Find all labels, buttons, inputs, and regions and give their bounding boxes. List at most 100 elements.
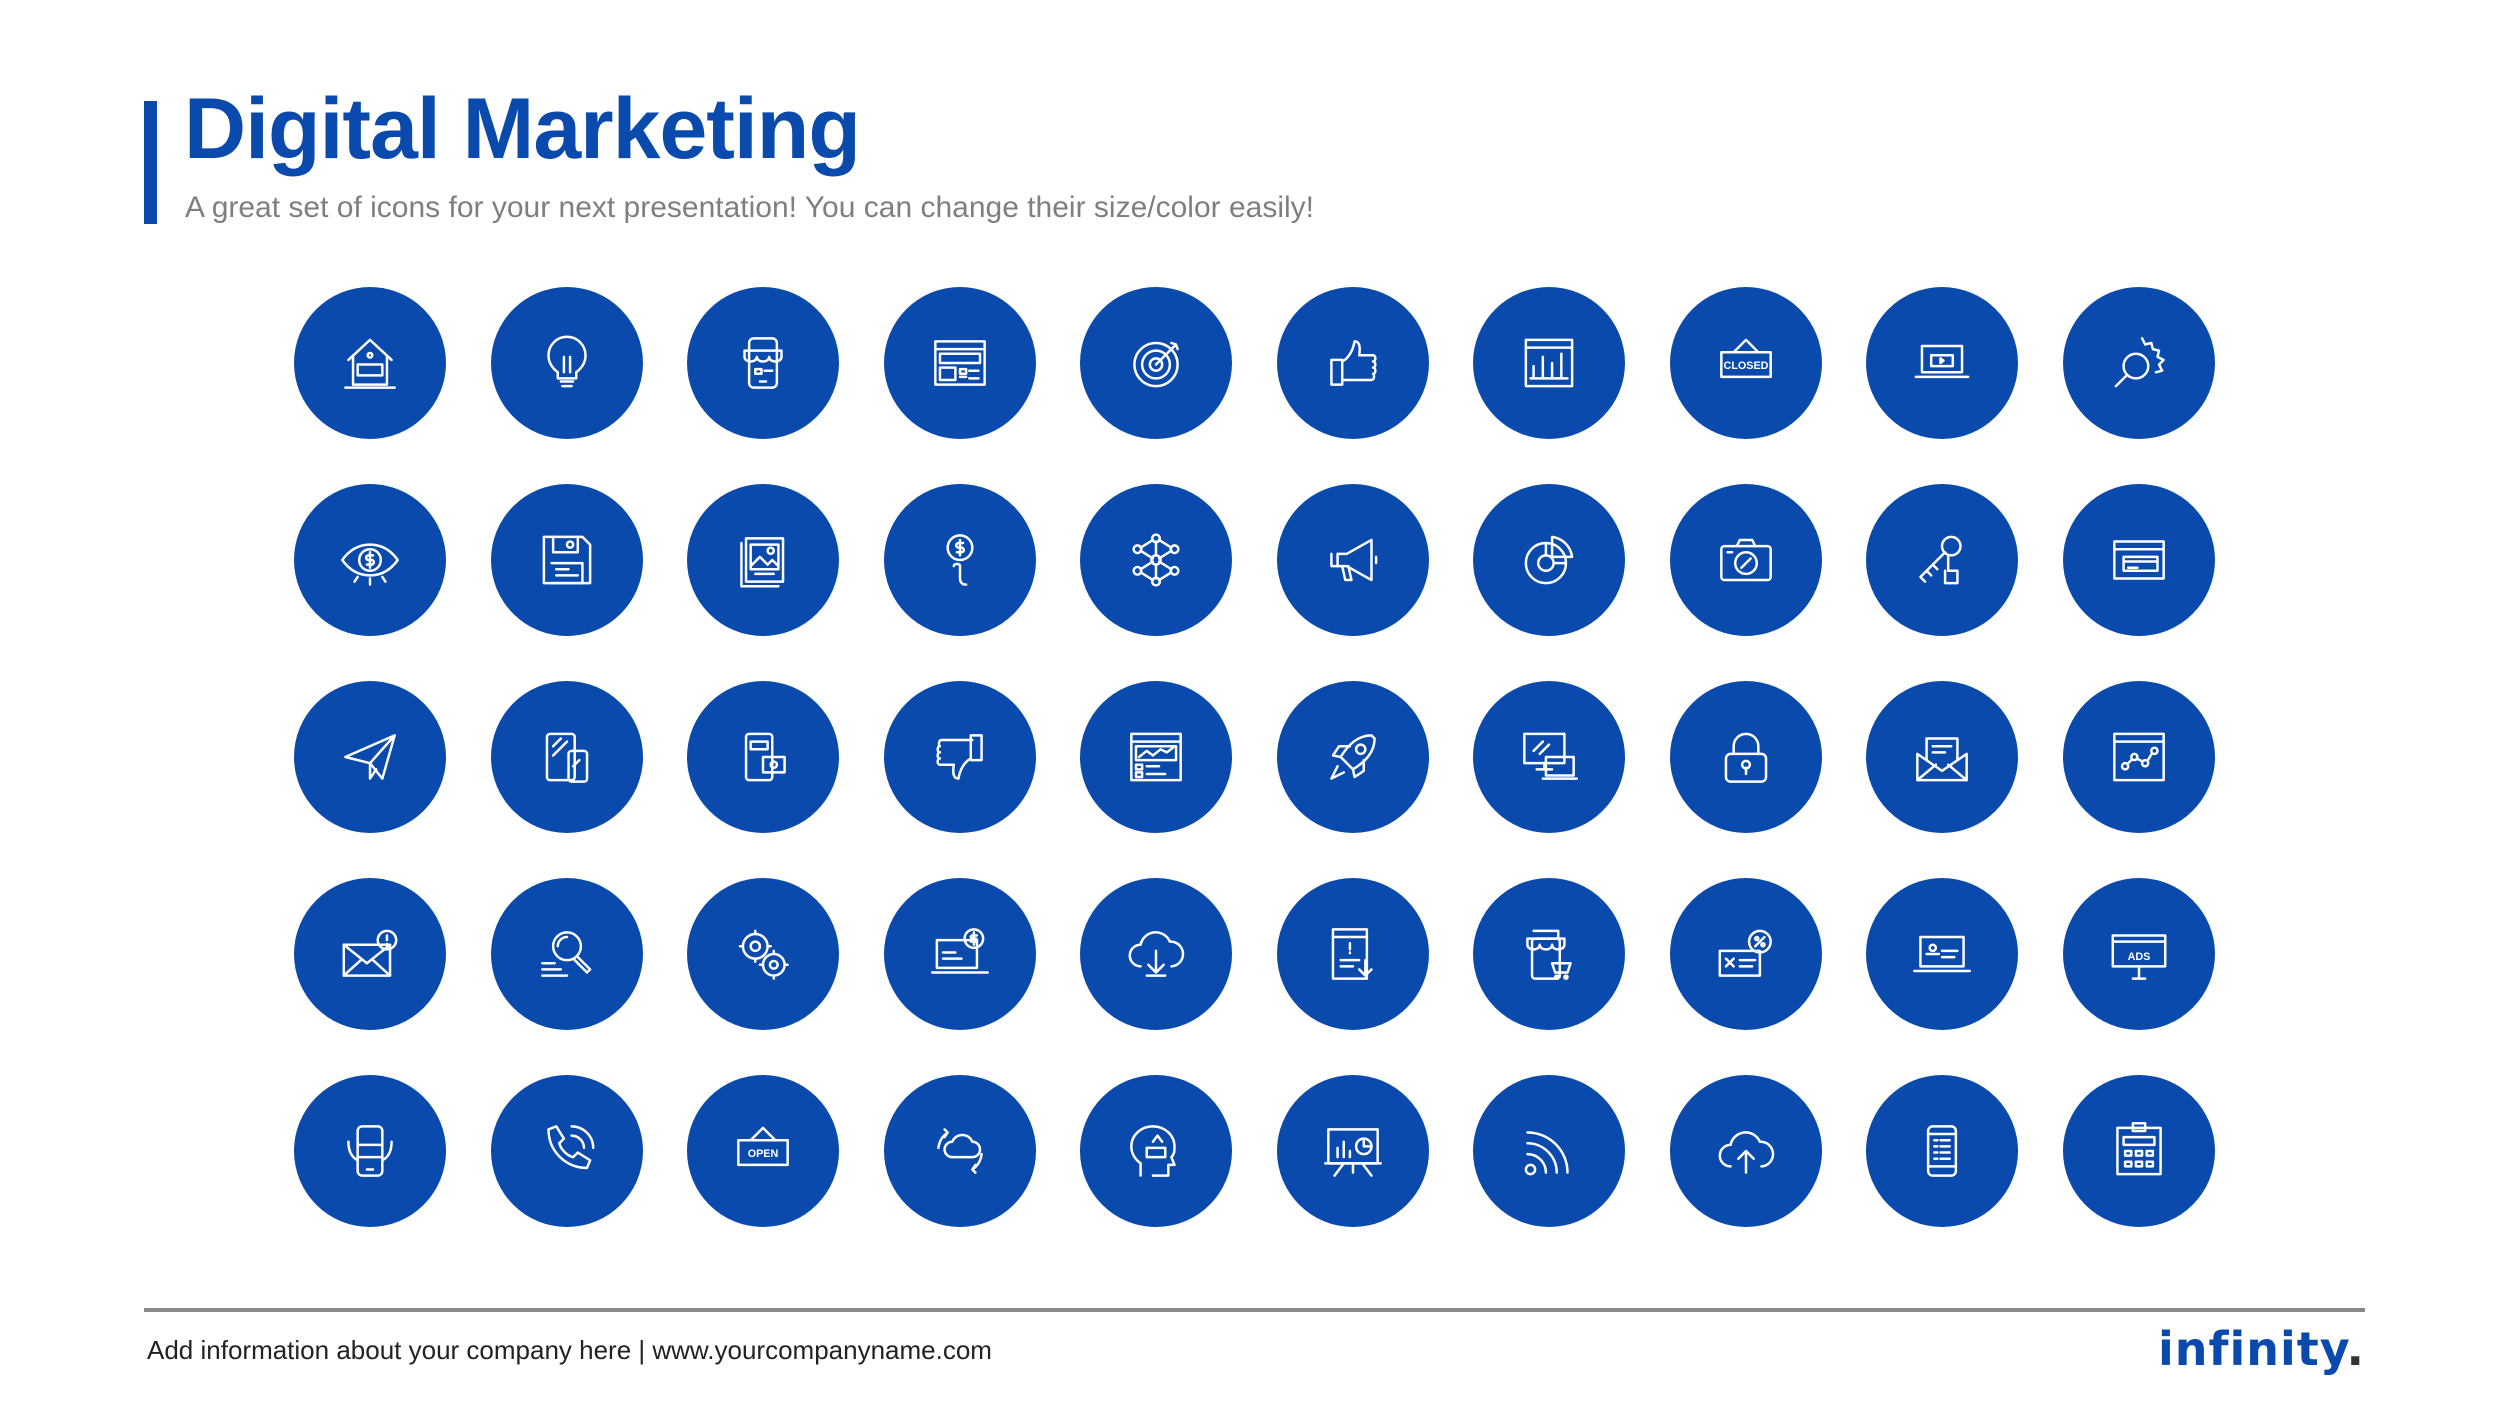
eye-dollar-button[interactable] xyxy=(294,484,446,636)
footer-divider xyxy=(144,1308,2365,1312)
ads-billboard-button[interactable]: ADS xyxy=(2062,878,2215,1030)
credit-card-browser-icon xyxy=(2112,540,2165,580)
presentation-chart-button[interactable] xyxy=(1276,1075,1429,1227)
camera-button[interactable] xyxy=(1669,484,1822,636)
key-button[interactable] xyxy=(1866,484,2018,636)
thumbs-down-button[interactable] xyxy=(883,681,1036,833)
phone-call-button[interactable] xyxy=(490,1075,643,1227)
calculator-icon xyxy=(2115,1122,2162,1176)
document-download-icon xyxy=(1331,928,1373,980)
analytics-window-button[interactable] xyxy=(1080,681,1232,833)
analytics-window-icon xyxy=(1130,732,1182,782)
mobile-hands-button[interactable] xyxy=(294,1075,446,1227)
cloud-upload-button[interactable] xyxy=(1669,1075,1822,1227)
bar-chart-window-icon xyxy=(1524,338,1574,388)
devices-button[interactable] xyxy=(490,681,643,833)
laptop-profile-button[interactable] xyxy=(1866,878,2018,1030)
camera-icon xyxy=(1719,538,1772,582)
svg-text:ADS: ADS xyxy=(2127,951,2150,963)
mobile-shop-icon xyxy=(743,337,783,389)
gears-button[interactable] xyxy=(687,878,839,1030)
target-icon xyxy=(1133,341,1179,388)
bar-chart-window-button[interactable] xyxy=(1473,287,1625,439)
thumbs-up-icon xyxy=(1329,340,1377,386)
dollar-touch-button[interactable] xyxy=(883,484,1036,636)
mobile-list-button[interactable] xyxy=(1866,1075,2018,1227)
logo-text: infinity xyxy=(2157,1322,2347,1376)
gears-icon xyxy=(738,929,789,980)
web-layout-icon xyxy=(933,340,986,386)
cloud-download-button[interactable] xyxy=(1080,878,1232,1030)
mobile-shop-button[interactable] xyxy=(687,287,839,439)
laptop-profile-icon xyxy=(1913,935,1971,973)
rocket-button[interactable] xyxy=(1276,681,1429,833)
wifi-signal-button[interactable] xyxy=(1473,1075,1625,1227)
lightbulb-button[interactable] xyxy=(490,287,643,439)
pie-chart-icon xyxy=(1524,535,1574,585)
footer-company-info: Add information about your company here … xyxy=(147,1335,992,1365)
line-chart-window-icon xyxy=(2112,732,2165,782)
lightbulb-icon xyxy=(546,335,587,388)
laptop-dollar-icon xyxy=(930,928,989,974)
gear-search-button[interactable] xyxy=(2062,287,2215,439)
ads-billboard-icon: ADS xyxy=(2111,934,2166,980)
video-laptop-button[interactable] xyxy=(1866,287,2018,439)
laptop-dollar-button[interactable] xyxy=(883,878,1036,1030)
calculator-button[interactable] xyxy=(2062,1075,2215,1227)
presentation-chart-icon xyxy=(1323,1128,1382,1177)
open-sign-button[interactable]: OPEN xyxy=(687,1075,839,1227)
computer-devices-icon xyxy=(1523,732,1578,780)
mobile-shop-cart-button[interactable] xyxy=(1473,878,1625,1030)
thumbs-down-icon xyxy=(935,734,983,780)
lock-button[interactable] xyxy=(1669,681,1822,833)
cloud-download-icon xyxy=(1128,931,1185,977)
paper-plane-icon xyxy=(344,734,396,780)
logo-dot: . xyxy=(2346,1322,2365,1376)
envelope-open-button[interactable] xyxy=(1866,681,2018,833)
envelope-open-icon xyxy=(1916,737,1968,782)
search-data-icon xyxy=(540,931,591,977)
open-sign-icon: OPEN xyxy=(737,1126,789,1167)
search-data-button[interactable] xyxy=(490,878,643,1030)
megaphone-icon xyxy=(1329,538,1377,582)
closed-sign-button[interactable]: CLOSED xyxy=(1669,287,1822,439)
mobile-payment-button[interactable] xyxy=(687,681,839,833)
email-alert-button[interactable] xyxy=(294,878,446,1030)
network-button[interactable] xyxy=(1080,484,1232,636)
paper-plane-button[interactable] xyxy=(294,681,446,833)
mobile-shop-cart-icon xyxy=(1526,929,1572,980)
web-layout-button[interactable] xyxy=(883,287,1036,439)
cloud-upload-icon xyxy=(1718,1131,1774,1174)
key-icon xyxy=(1919,535,1962,585)
document-download-button[interactable] xyxy=(1276,878,1429,1030)
discount-card-button[interactable] xyxy=(1669,878,1822,1030)
svg-text:OPEN: OPEN xyxy=(748,1148,779,1160)
wifi-signal-icon xyxy=(1524,1131,1569,1176)
lock-icon xyxy=(1724,732,1767,783)
mobile-payment-icon xyxy=(744,732,786,782)
rocket-icon xyxy=(1329,734,1376,780)
website-home-icon xyxy=(344,338,396,389)
line-chart-window-button[interactable] xyxy=(2062,681,2215,833)
gear-search-icon xyxy=(2114,337,2165,388)
phone-call-icon xyxy=(546,1125,594,1170)
website-home-button[interactable] xyxy=(294,287,446,439)
svg-text:CLOSED: CLOSED xyxy=(1723,360,1768,372)
dollar-touch-icon xyxy=(945,534,974,586)
pie-chart-button[interactable] xyxy=(1473,484,1625,636)
floppy-disk-button[interactable] xyxy=(490,484,643,636)
mobile-hands-icon xyxy=(347,1125,393,1177)
title-accent-bar xyxy=(144,101,157,224)
image-gallery-button[interactable] xyxy=(687,484,839,636)
megaphone-button[interactable] xyxy=(1276,484,1429,636)
thumbs-up-button[interactable] xyxy=(1276,287,1429,439)
email-alert-icon xyxy=(342,929,398,977)
page-subtitle: A great set of icons for your next prese… xyxy=(185,191,1314,224)
computer-devices-button[interactable] xyxy=(1473,681,1625,833)
cloud-sync-button[interactable] xyxy=(883,1075,1036,1227)
cloud-sync-icon xyxy=(936,1128,983,1174)
icon-grid: CLOSED ADS OPEN xyxy=(294,287,2215,1227)
credit-card-browser-button[interactable] xyxy=(2062,484,2215,636)
head-idea-button[interactable] xyxy=(1080,1075,1232,1227)
target-button[interactable] xyxy=(1080,287,1232,439)
